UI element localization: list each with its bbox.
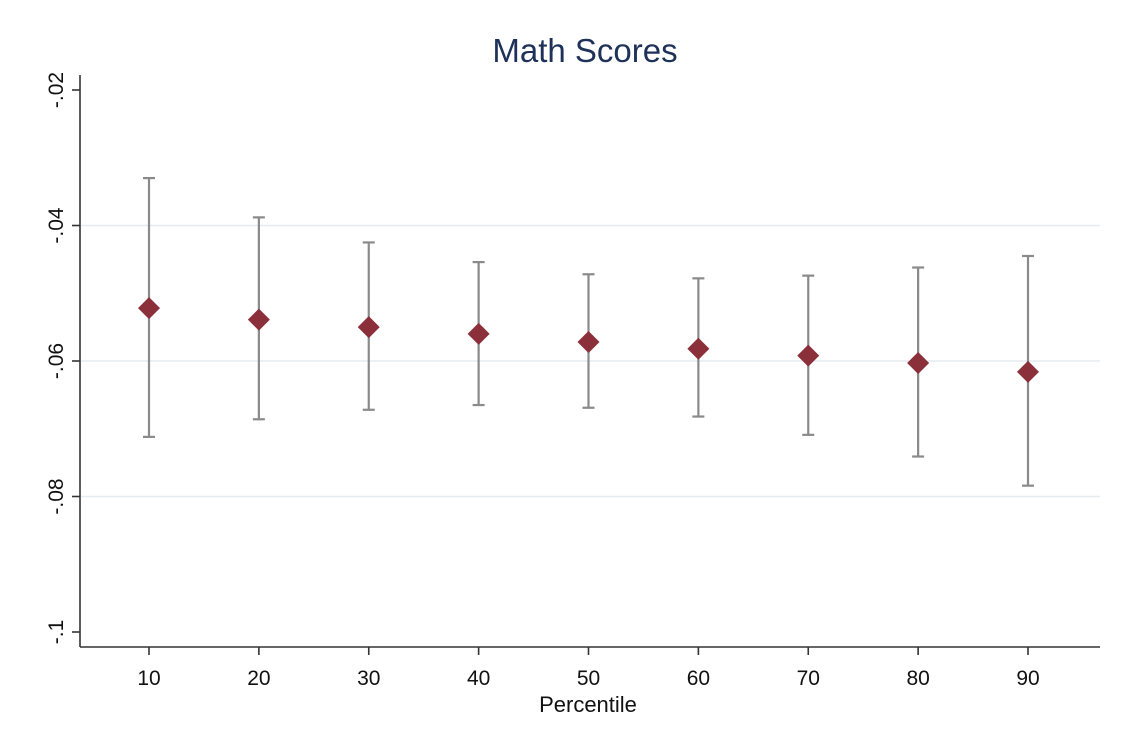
point-estimate-marker xyxy=(247,308,270,331)
point-estimate-marker xyxy=(467,322,490,345)
point-estimate-marker xyxy=(357,316,380,339)
point-estimate-marker xyxy=(687,337,710,360)
y-tick-label: -.1 xyxy=(45,620,68,645)
y-tick-label: -.06 xyxy=(45,343,68,379)
chart-title: Math Scores xyxy=(492,32,677,69)
x-tick-label: 20 xyxy=(247,667,270,690)
x-tick-label: 80 xyxy=(906,667,929,690)
point-estimate-marker xyxy=(577,331,600,354)
x-tick-label: 60 xyxy=(687,667,710,690)
point-estimate-marker xyxy=(138,297,160,320)
y-tick-label: -.08 xyxy=(45,478,68,514)
x-tick-label: 70 xyxy=(797,667,820,690)
y-tick-label: -.02 xyxy=(45,72,68,108)
x-tick-label: 30 xyxy=(357,667,380,690)
y-tick-label: -.04 xyxy=(45,207,68,244)
x-tick-label: 10 xyxy=(137,667,160,690)
point-estimates xyxy=(138,297,1039,383)
gridlines xyxy=(81,224,1100,498)
confidence-intervals xyxy=(143,176,1034,487)
x-tick-label: 40 xyxy=(467,667,490,690)
x-axis-ticks: 10 20 30 40 50 60 70 80 90 xyxy=(137,647,1040,690)
x-tick-label: 90 xyxy=(1016,667,1039,690)
x-axis-title: Percentile xyxy=(539,692,637,717)
point-estimate-marker xyxy=(1017,360,1039,383)
point-estimate-marker xyxy=(907,352,930,375)
y-axis-ticks: -.02 -.04 -.06 -.08 -.1 xyxy=(45,72,80,644)
x-tick-label: 50 xyxy=(577,667,600,690)
point-estimate-marker xyxy=(797,344,820,367)
